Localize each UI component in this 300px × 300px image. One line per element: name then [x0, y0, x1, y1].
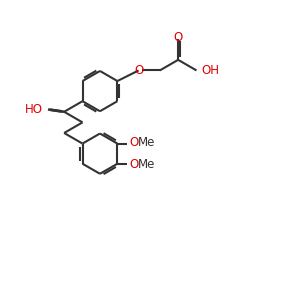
Text: O: O [173, 31, 183, 44]
Text: O: O [130, 136, 139, 149]
Text: OH: OH [201, 64, 219, 77]
Text: Me: Me [138, 158, 156, 171]
Text: Me: Me [138, 136, 156, 149]
Text: O: O [134, 64, 143, 77]
Text: O: O [130, 158, 139, 171]
Text: HO: HO [25, 103, 43, 116]
